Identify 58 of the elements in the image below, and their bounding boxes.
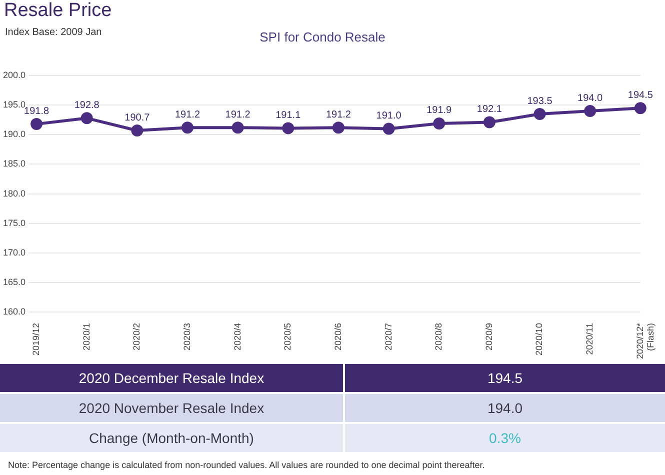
point: [232, 122, 244, 134]
point: [433, 117, 446, 130]
data-label: 191.2: [174, 109, 200, 120]
x-tick-label: 2020/4: [232, 322, 242, 350]
data-label: 191.0: [376, 110, 402, 122]
data-label: 192.1: [476, 104, 502, 116]
x-tick-label: 2020/12* (Flash): [634, 322, 656, 360]
text: 194.5: [486, 369, 524, 388]
data-label: 194.5: [628, 90, 654, 101]
point: [181, 122, 194, 134]
data-label: 191.2: [225, 109, 251, 120]
data-label: 191.8: [24, 106, 50, 117]
y-tick-label: 180.0: [2, 188, 26, 198]
x-tick-label: 2020/2: [132, 322, 142, 350]
y-tick-label: 195.0: [2, 100, 26, 110]
data-label: 194.0: [578, 92, 604, 104]
y-tick-label: 175.0: [2, 218, 26, 228]
x-tick-label: 2020/9: [484, 322, 494, 350]
x-tick-label: 2020/10: [534, 322, 544, 356]
text: Note: Percentage change is calculated from non-rounded values. All values are rounded to one decimal point thereafter.: [8, 460, 485, 470]
point: [584, 105, 596, 118]
x-tick-label: 2020/1: [81, 322, 92, 350]
data-label: 193.5: [527, 96, 553, 107]
text: Change (Month-on-Month): [0, 424, 345, 452]
text: 2020 November Resale Index: [0, 394, 345, 422]
chart-subtitle: Index Base: 2009 Jan: [5, 27, 102, 38]
point: [634, 102, 646, 114]
point: [382, 122, 395, 135]
x-tick-label: 2020/11: [584, 322, 595, 355]
y-tick-label: 200.0: [2, 70, 26, 80]
point: [534, 108, 546, 120]
point: [282, 122, 294, 134]
y-tick-label: 165.0: [2, 276, 26, 287]
x-tick-label: 2020/8: [434, 322, 444, 350]
y-tick-label: 170.0: [2, 247, 26, 258]
point: [483, 116, 496, 128]
y-tick-label: 190.0: [2, 129, 26, 140]
data-label: 191.9: [426, 105, 452, 116]
y-tick-label: 160.0: [2, 306, 26, 316]
y-tick-label: 185.0: [2, 158, 26, 169]
data-label: 191.1: [276, 110, 302, 121]
x-tick-label: 2019/12: [31, 322, 42, 356]
point: [30, 118, 43, 130]
text: 2020 December Resale Index: [0, 364, 345, 392]
x-tick-label: 2020/5: [282, 322, 293, 350]
point: [131, 124, 144, 137]
data-label: 191.2: [326, 109, 352, 120]
x-tick-label: 2020/6: [332, 322, 343, 350]
x-tick-label: 2020/7: [383, 322, 394, 350]
data-label: 190.7: [124, 112, 150, 124]
point: [80, 112, 93, 124]
text: Resale Price: [4, 0, 112, 22]
data-label: 192.8: [74, 100, 100, 111]
text: 194.0: [486, 399, 524, 418]
text: 0.3%: [488, 429, 522, 448]
x-tick-label: 2020/3: [182, 322, 192, 350]
point: [332, 122, 344, 134]
chart-title: SPI for Condo Resale: [260, 29, 386, 44]
